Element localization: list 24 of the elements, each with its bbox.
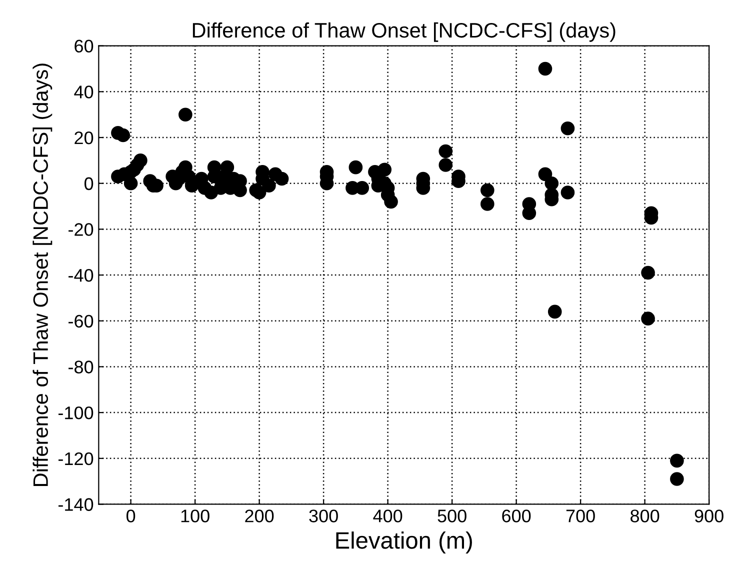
y-tick-label: -80	[68, 360, 94, 374]
x-tick-label: 100	[181, 510, 210, 522]
x-tick-label: 600	[502, 510, 531, 522]
chart-title: Difference of Thaw Onset [NCDC-CFS] (days)	[192, 22, 616, 42]
y-tick-label: -60	[68, 314, 94, 328]
y-tick-label: -140	[58, 498, 94, 511]
y-tick-label: 40	[74, 86, 94, 98]
x-tick-label: 200	[245, 510, 274, 522]
y-tick-label: -20	[68, 223, 94, 236]
y-tick-label: 20	[74, 131, 94, 144]
x-tick-label: 0	[126, 510, 136, 522]
y-tick-label: 0	[84, 177, 94, 190]
y-axis-title: Difference of Thaw Onset [NCDC-CFS] (days)	[32, 64, 52, 486]
y-tick-label: -120	[58, 452, 94, 466]
x-tick-label: 700	[566, 510, 595, 522]
x-axis-title: Elevation (m)	[336, 531, 472, 554]
y-tick-label: -40	[68, 268, 94, 282]
y-tick-label: 60	[74, 40, 94, 53]
x-tick-label: 400	[373, 510, 402, 522]
x-tick-label: 500	[438, 510, 466, 522]
x-tick-label: 900	[694, 510, 724, 522]
x-tick-label: 300	[309, 510, 338, 522]
y-tick-label: -100	[58, 406, 94, 420]
x-tick-label: 800	[630, 510, 660, 522]
